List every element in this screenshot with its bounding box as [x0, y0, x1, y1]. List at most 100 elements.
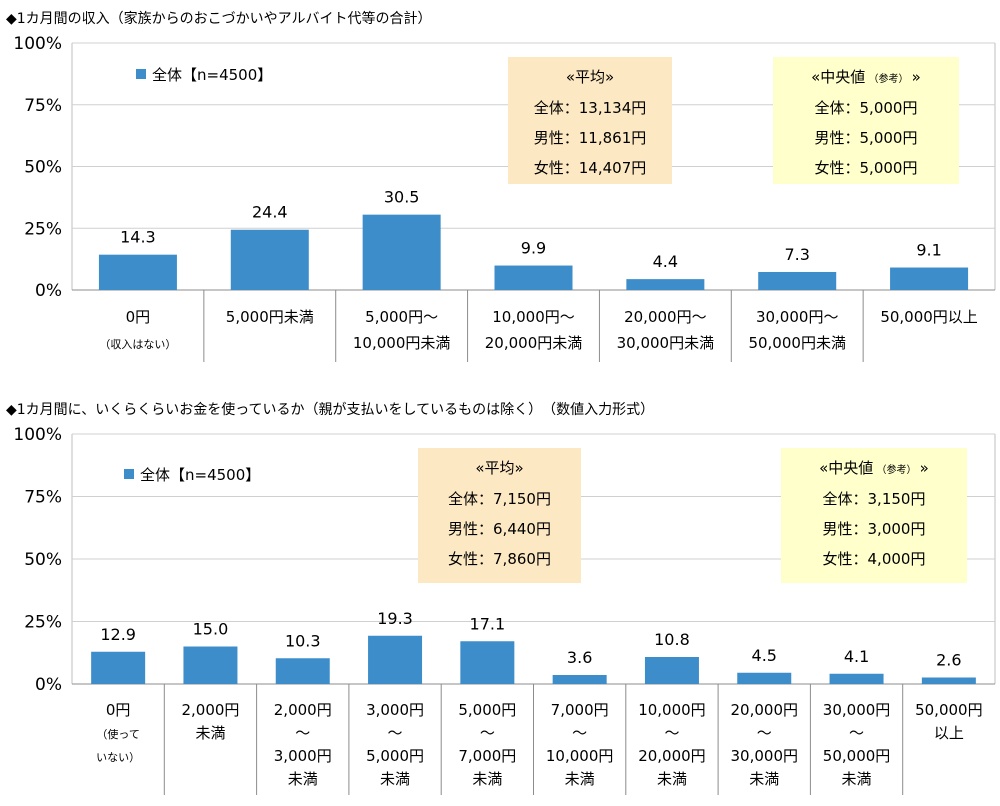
y-tick-label: 75%: [24, 488, 62, 508]
bar: [275, 658, 330, 684]
category-label: 20,000円: [638, 747, 706, 765]
category-label: ～: [757, 724, 772, 742]
bar: [362, 214, 441, 290]
mean-box-title: «平均»: [475, 459, 523, 477]
data-label: 4.4: [653, 252, 678, 271]
box-stat-line: 男性：6,440円: [448, 520, 551, 538]
category-label: 20,000円: [731, 701, 799, 719]
legend-swatch: [124, 469, 134, 479]
category-label: 未満: [657, 770, 687, 788]
box-stat-line: 全体：5,000円: [815, 99, 918, 117]
category-label: ～: [388, 724, 403, 742]
category-label: 未満: [749, 770, 779, 788]
category-label: 10,000円: [638, 701, 706, 719]
category-label: （使って: [96, 728, 139, 741]
category-label: 7,000円: [458, 747, 516, 765]
median-box-title: «中央値 （参考） »: [811, 68, 921, 86]
category-label: 20,000円～: [624, 308, 707, 326]
box-stat-line: 男性：5,000円: [815, 129, 918, 147]
category-label: ～: [664, 724, 679, 742]
category-label: 30,000円: [823, 701, 891, 719]
y-tick-label: 50%: [24, 550, 62, 570]
category-label: （収入はない）: [99, 338, 176, 351]
data-label: 9.1: [916, 241, 941, 260]
category-label: 20,000円未満: [485, 334, 583, 352]
data-label: 19.3: [377, 609, 413, 628]
data-label: 14.3: [120, 228, 156, 247]
category-label: 0円: [126, 308, 151, 326]
data-label: 9.9: [521, 239, 546, 258]
category-label: 2,000円: [181, 701, 239, 719]
category-label: 30,000円: [731, 747, 799, 765]
data-label: 12.9: [100, 625, 136, 644]
box-stat-line: 全体：3,150円: [823, 490, 926, 508]
legend-label: 全体【n=4500】: [140, 466, 260, 484]
category-label: 5,000円～: [365, 308, 438, 326]
category-label: 50,000円: [915, 701, 983, 719]
data-label: 4.1: [844, 647, 869, 666]
category-label: 未満: [195, 724, 225, 742]
y-tick-label: 75%: [24, 96, 62, 116]
median-box-title: «中央値 （参考） »: [819, 459, 929, 477]
box-stat-line: 男性：11,861円: [534, 129, 647, 147]
box-stat-line: 女性：14,407円: [534, 159, 647, 177]
data-label: 15.0: [193, 620, 229, 639]
category-label: 10,000円未満: [353, 334, 451, 352]
legend-label: 全体【n=4500】: [152, 66, 272, 84]
bar: [460, 641, 515, 684]
median-box: [773, 57, 959, 184]
category-label: 50,000円: [823, 747, 891, 765]
bar: [644, 657, 699, 684]
bar: [890, 267, 969, 290]
box-stat-line: 男性：3,000円: [823, 520, 926, 538]
box-stat-line: 全体：7,150円: [448, 490, 551, 508]
income-chart: 0% 25% 50% 75% 100% 14.3 0円 （収入はない） 24.4 5,000円未満…: [13, 34, 996, 362]
data-label: 17.1: [470, 614, 506, 633]
category-label: 10,000円～: [492, 308, 575, 326]
category-label: 30,000円～: [756, 308, 839, 326]
category-label: 0円: [106, 701, 131, 719]
legend-swatch: [136, 69, 146, 79]
y-tick-label: 25%: [24, 613, 62, 633]
y-tick-label: 100%: [13, 425, 62, 445]
category-label: 7,000円: [551, 701, 609, 719]
chart-title-income: ◆1カ月間の収入（家族からのおこづかいやアルバイト代等の合計）: [6, 11, 432, 27]
data-label: 24.4: [252, 203, 288, 222]
category-label: 3,000円: [366, 701, 424, 719]
category-label: 未満: [472, 770, 502, 788]
y-tick-label: 100%: [13, 34, 62, 54]
category-label: 以上: [934, 724, 964, 742]
bar: [921, 677, 976, 684]
category-label: 50,000円未満: [748, 334, 846, 352]
bar: [98, 254, 177, 290]
category-label: 30,000円未満: [617, 334, 715, 352]
category-label: 未満: [380, 770, 410, 788]
category-label: 10,000円: [546, 747, 614, 765]
category-label: ～: [480, 724, 495, 742]
bar: [91, 651, 146, 684]
category-label: ～: [572, 724, 587, 742]
mean-box: [508, 57, 672, 184]
mean-box: [418, 448, 581, 583]
box-stat-line: 女性：5,000円: [815, 159, 918, 177]
category-label: いない）: [96, 751, 140, 764]
data-label: 7.3: [784, 245, 809, 264]
data-label: 30.5: [384, 188, 420, 207]
box-stat-line: 女性：7,860円: [448, 550, 551, 568]
data-label: 2.6: [936, 651, 961, 670]
box-stat-line: 全体：13,134円: [534, 99, 647, 117]
category-label: 未満: [565, 770, 595, 788]
category-label: 5,000円: [366, 747, 424, 765]
bar: [494, 265, 573, 290]
category-label: 3,000円: [274, 747, 332, 765]
category-label: 未満: [842, 770, 872, 788]
category-label: 5,000円: [458, 701, 516, 719]
bar: [552, 675, 607, 684]
bar: [758, 271, 837, 290]
data-label: 10.8: [654, 630, 690, 649]
bar: [230, 229, 309, 290]
category-label: 50,000円以上: [880, 308, 978, 326]
bar: [737, 672, 792, 684]
